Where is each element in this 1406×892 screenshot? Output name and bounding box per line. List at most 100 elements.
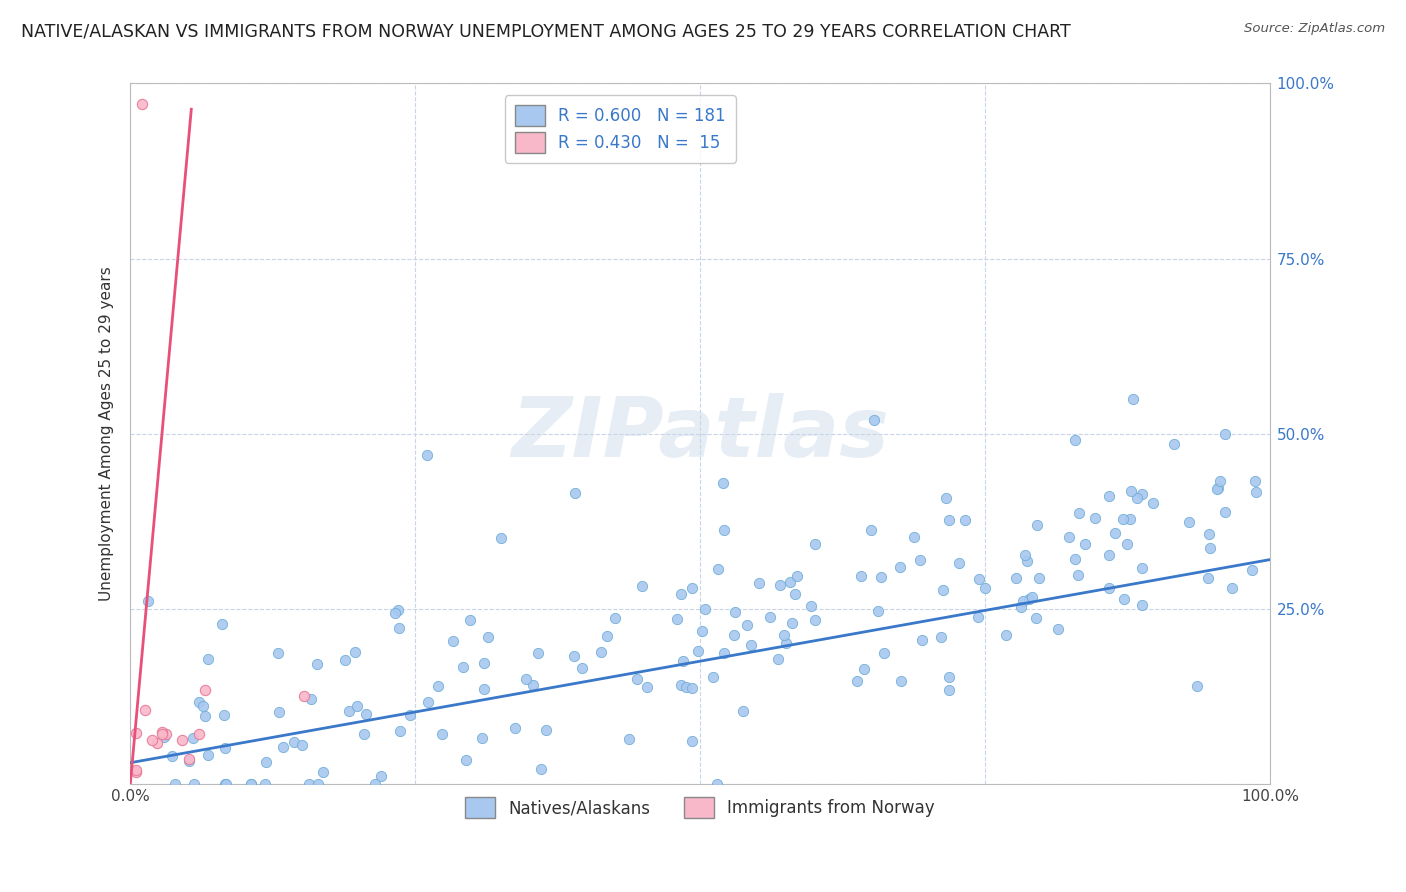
Natives/Alaskans (690, 624, 713, 638)
Natives/Alaskans (1220, 581, 1243, 595)
Natives/Alaskans (868, 604, 890, 618)
Natives/Alaskans (183, 777, 205, 791)
Natives/Alaskans (1130, 486, 1153, 500)
Natives/Alaskans (491, 532, 513, 546)
Natives/Alaskans (344, 644, 367, 658)
Immigrants from Norway (150, 725, 173, 739)
Natives/Alaskans (472, 656, 495, 670)
Natives/Alaskans (152, 730, 174, 744)
Natives/Alaskans (903, 530, 925, 544)
Natives/Alaskans (456, 753, 478, 767)
Natives/Alaskans (773, 628, 796, 642)
Natives/Alaskans (162, 748, 184, 763)
Natives/Alaskans (1213, 505, 1236, 519)
Natives/Alaskans (337, 704, 360, 718)
Natives/Alaskans (477, 631, 499, 645)
Natives/Alaskans (530, 762, 553, 776)
Immigrants from Norway (141, 733, 163, 747)
Natives/Alaskans (564, 649, 586, 664)
Natives/Alaskans (214, 777, 236, 791)
Natives/Alaskans (759, 610, 782, 624)
Natives/Alaskans (932, 582, 955, 597)
Natives/Alaskans (1112, 512, 1135, 526)
Natives/Alaskans (472, 682, 495, 697)
Natives/Alaskans (1130, 598, 1153, 612)
Natives/Alaskans (298, 777, 321, 791)
Natives/Alaskans (416, 695, 439, 709)
Natives/Alaskans (713, 646, 735, 660)
Legend: Natives/Alaskans, Immigrants from Norway: Natives/Alaskans, Immigrants from Norway (458, 790, 942, 824)
Natives/Alaskans (441, 634, 464, 648)
Natives/Alaskans (1064, 552, 1087, 566)
Natives/Alaskans (271, 740, 294, 755)
Natives/Alaskans (181, 731, 204, 745)
Natives/Alaskans (387, 603, 409, 617)
Natives/Alaskans (254, 755, 277, 769)
Natives/Alaskans (681, 581, 703, 595)
Natives/Alaskans (1112, 591, 1135, 606)
Immigrants from Norway (155, 727, 177, 741)
Natives/Alaskans (1098, 548, 1121, 562)
Natives/Alaskans (1213, 427, 1236, 442)
Natives/Alaskans (713, 523, 735, 537)
Natives/Alaskans (1011, 593, 1033, 607)
Natives/Alaskans (860, 523, 883, 537)
Natives/Alaskans (1132, 560, 1154, 574)
Natives/Alaskans (312, 765, 335, 780)
Natives/Alaskans (1010, 599, 1032, 614)
Natives/Alaskans (1122, 392, 1144, 406)
Natives/Alaskans (711, 475, 734, 490)
Natives/Alaskans (948, 556, 970, 570)
Natives/Alaskans (1197, 571, 1219, 585)
Natives/Alaskans (766, 651, 789, 665)
Immigrants from Norway (125, 726, 148, 740)
Natives/Alaskans (735, 618, 758, 632)
Natives/Alaskans (626, 672, 648, 686)
Natives/Alaskans (240, 777, 263, 791)
Natives/Alaskans (1057, 530, 1080, 544)
Natives/Alaskans (1021, 590, 1043, 604)
Immigrants from Norway (177, 752, 200, 766)
Natives/Alaskans (775, 636, 797, 650)
Natives/Alaskans (780, 616, 803, 631)
Natives/Alaskans (631, 579, 654, 593)
Natives/Alaskans (291, 738, 314, 752)
Natives/Alaskans (748, 575, 770, 590)
Natives/Alaskans (564, 486, 586, 500)
Natives/Alaskans (1084, 511, 1107, 525)
Natives/Alaskans (890, 674, 912, 689)
Natives/Alaskans (853, 662, 876, 676)
Natives/Alaskans (1243, 474, 1265, 488)
Natives/Alaskans (707, 562, 730, 576)
Natives/Alaskans (187, 695, 209, 709)
Natives/Alaskans (353, 727, 375, 741)
Natives/Alaskans (666, 612, 689, 626)
Natives/Alaskans (212, 707, 235, 722)
Natives/Alaskans (1178, 515, 1201, 529)
Natives/Alaskans (669, 587, 692, 601)
Natives/Alaskans (935, 491, 957, 505)
Natives/Alaskans (432, 726, 454, 740)
Natives/Alaskans (1119, 512, 1142, 526)
Natives/Alaskans (769, 578, 792, 592)
Natives/Alaskans (503, 722, 526, 736)
Natives/Alaskans (967, 572, 990, 586)
Natives/Alaskans (1069, 507, 1091, 521)
Natives/Alaskans (938, 682, 960, 697)
Natives/Alaskans (938, 513, 960, 527)
Natives/Alaskans (1116, 537, 1139, 551)
Immigrants from Norway (134, 703, 156, 717)
Natives/Alaskans (1097, 489, 1119, 503)
Natives/Alaskans (1205, 482, 1227, 496)
Natives/Alaskans (849, 569, 872, 583)
Natives/Alaskans (617, 732, 640, 747)
Natives/Alaskans (1121, 484, 1143, 499)
Natives/Alaskans (1104, 525, 1126, 540)
Natives/Alaskans (675, 680, 697, 694)
Natives/Alaskans (194, 708, 217, 723)
Text: Source: ZipAtlas.com: Source: ZipAtlas.com (1244, 22, 1385, 36)
Immigrants from Norway (292, 690, 315, 704)
Natives/Alaskans (193, 698, 215, 713)
Natives/Alaskans (845, 673, 868, 688)
Natives/Alaskans (527, 646, 550, 660)
